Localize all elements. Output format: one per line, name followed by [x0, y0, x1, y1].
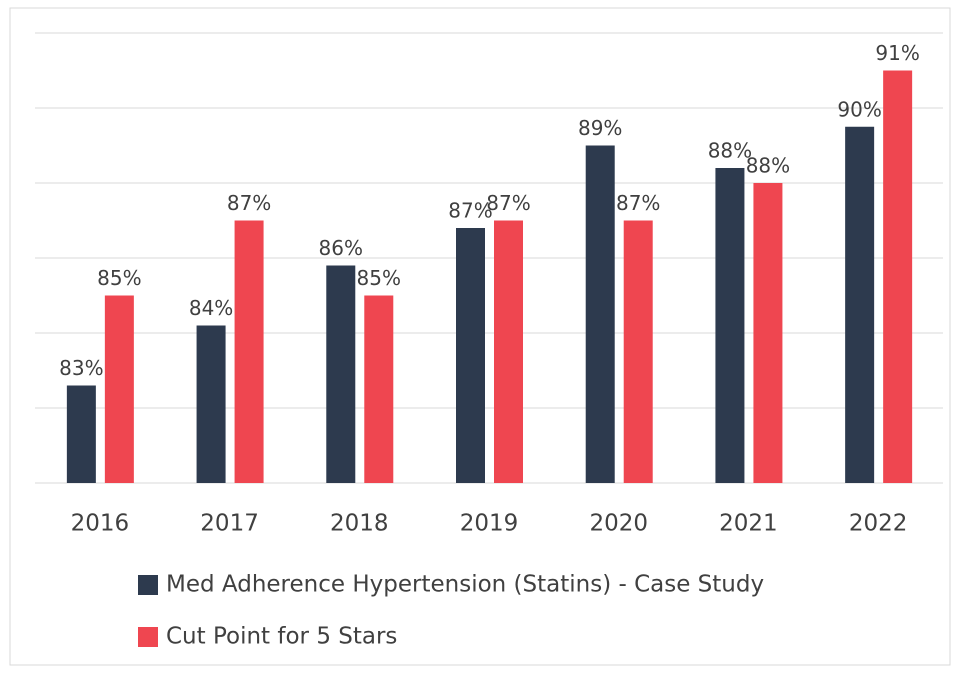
bar [364, 295, 394, 483]
x-tick-label: 2022 [849, 511, 908, 537]
legend-label: Cut Point for 5 Stars [166, 624, 397, 650]
data-label: 89% [578, 116, 622, 140]
bar [585, 145, 615, 483]
bar [66, 385, 96, 483]
bar [326, 265, 356, 483]
data-label: 86% [319, 236, 363, 260]
x-tick-label: 2017 [200, 511, 259, 537]
bar [234, 220, 264, 483]
data-label: 85% [97, 266, 141, 290]
data-label: 83% [59, 356, 103, 380]
bar [715, 168, 745, 483]
data-label: 87% [486, 191, 530, 215]
legend-swatch [138, 575, 158, 595]
bar [494, 220, 523, 483]
bar [196, 325, 226, 483]
x-tick-label: 2016 [71, 511, 130, 537]
bar [883, 70, 913, 483]
x-tick-label: 2018 [330, 511, 389, 537]
bar [845, 126, 875, 483]
data-label: 91% [875, 41, 919, 65]
data-label: 87% [616, 191, 660, 215]
bar [104, 295, 134, 483]
bar [753, 183, 783, 483]
data-label: 85% [357, 266, 401, 290]
data-label: 90% [837, 97, 881, 121]
data-label: 88% [746, 154, 790, 178]
data-label: 88% [708, 139, 752, 163]
legend-swatch [138, 627, 158, 647]
bar [623, 220, 653, 483]
x-tick-label: 2021 [719, 511, 778, 537]
data-label: 84% [189, 296, 233, 320]
data-label: 87% [448, 199, 492, 223]
x-tick-label: 2019 [460, 511, 519, 537]
x-tick-label: 2020 [589, 511, 648, 537]
data-label: 87% [227, 191, 271, 215]
legend-label: Med Adherence Hypertension (Statins) - C… [166, 572, 764, 598]
bar [456, 228, 485, 483]
